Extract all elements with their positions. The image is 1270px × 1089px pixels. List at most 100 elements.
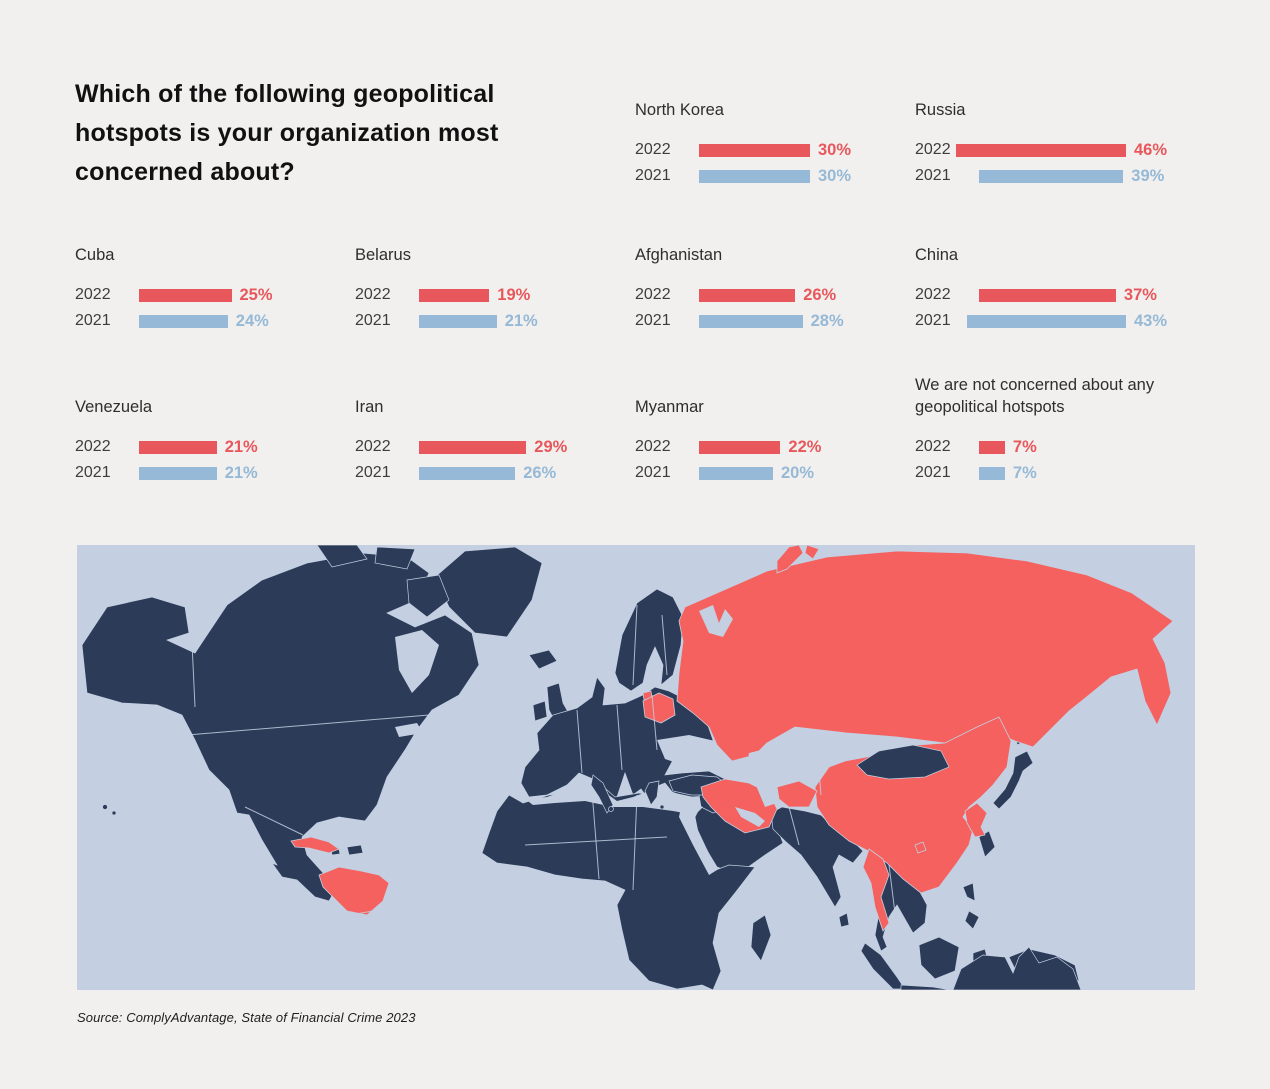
map-persian-gulf <box>735 807 765 827</box>
map-island-japan <box>992 750 1034 810</box>
year-label-2022: 2022 <box>915 438 951 455</box>
map-island-philippines <box>962 882 976 902</box>
bar-2022 <box>979 440 1005 454</box>
country-label: Belarus <box>355 246 411 264</box>
bar-2022 <box>699 143 810 157</box>
map-landmass-australia <box>952 946 1082 990</box>
bar-row-2021: 2021 39% <box>915 163 1167 189</box>
map-great-lakes <box>395 723 423 737</box>
bar-row-2022: 2022 7% <box>915 434 1167 460</box>
year-label-2021: 2021 <box>355 312 391 329</box>
map-island-java <box>900 984 952 990</box>
bar-2021 <box>699 169 810 183</box>
bar-row-2022: 2022 37% <box>915 282 1167 308</box>
country-block-we-are-not-concerned-about-any-geopoliti: We are not concerned about any geopoliti… <box>915 372 1195 532</box>
bar-2021 <box>699 314 803 328</box>
bar-2022 <box>139 440 217 454</box>
value-label-2021: 43% <box>1133 311 1167 330</box>
country-label: We are not concerned about any geopoliti… <box>915 376 1155 416</box>
year-label-2022: 2022 <box>915 141 951 158</box>
map-country-italy <box>590 774 614 814</box>
country-block-afghanistan: Afghanistan 2022 26% 2021 28% <box>635 220 915 372</box>
value-label-2021: 30% <box>818 166 852 185</box>
country-block-russia: Russia 2022 46% 2021 39% <box>915 75 1195 220</box>
bar-2021 <box>966 314 1126 328</box>
year-label-2021: 2021 <box>915 464 951 481</box>
value-label-2022: 25% <box>239 285 273 304</box>
value-label-2022: 29% <box>534 437 568 456</box>
bar-2022 <box>979 288 1116 302</box>
map-island-sumatra <box>860 942 906 990</box>
value-label-2021: 39% <box>1131 166 1165 185</box>
bar-row-2021: 2021 30% <box>635 163 887 189</box>
country-label: North Korea <box>635 101 724 119</box>
year-label-2021: 2021 <box>75 464 111 481</box>
bar-row-2022: 2022 25% <box>75 282 327 308</box>
map-inland-waters <box>395 605 801 875</box>
map-island-baffin <box>406 574 450 618</box>
value-label-2021: 7% <box>1012 463 1037 482</box>
map-island-novaya-zemlya <box>804 545 820 560</box>
map-country-venezuela <box>318 866 390 916</box>
bar-row-2021: 2021 21% <box>75 460 327 486</box>
bar-row-2021: 2021 28% <box>635 308 887 334</box>
bar-2021 <box>139 314 228 328</box>
bar-row-2021: 2021 21% <box>355 308 607 334</box>
bar-2021 <box>979 466 1005 480</box>
value-label-2022: 21% <box>224 437 258 456</box>
bar-row-2021: 2021 24% <box>75 308 327 334</box>
country-label: Myanmar <box>635 398 704 416</box>
map-landmass-india <box>770 806 864 908</box>
country-label: Venezuela <box>75 398 153 416</box>
country-label: Afghanistan <box>635 246 723 264</box>
map-country-belarus <box>642 692 676 724</box>
value-label-2021: 21% <box>224 463 258 482</box>
map-white-sea <box>699 605 733 637</box>
map-aral-sea <box>789 752 801 766</box>
map-island-borneo <box>918 936 960 980</box>
value-label-2022: 26% <box>803 285 837 304</box>
map-island-hawaii <box>102 804 108 810</box>
map-island-hainan <box>914 841 927 854</box>
map-country-borders <box>186 604 896 918</box>
bar-row-2021: 2021 20% <box>635 460 887 486</box>
map-black-sea <box>657 735 719 767</box>
year-label-2022: 2022 <box>635 438 671 455</box>
year-label-2022: 2022 <box>75 438 111 455</box>
map-island-ireland <box>532 700 548 722</box>
world-map-svg <box>77 545 1195 990</box>
country-label: Russia <box>915 101 966 119</box>
value-label-2022: 46% <box>1133 140 1167 159</box>
map-country-mongolia <box>856 744 950 780</box>
bar-2022 <box>955 143 1126 157</box>
bar-2022 <box>419 288 490 302</box>
year-label-2022: 2022 <box>635 286 671 303</box>
map-island-madagascar <box>750 914 772 962</box>
map-island-iceland <box>528 649 558 670</box>
map-country-afghanistan <box>776 780 818 808</box>
value-label-2021: 28% <box>810 311 844 330</box>
bar-2022 <box>419 440 527 454</box>
bar-row-2022: 2022 29% <box>355 434 607 460</box>
map-island-hispaniola <box>346 844 364 856</box>
year-label-2021: 2021 <box>635 464 671 481</box>
value-label-2022: 22% <box>788 437 822 456</box>
bar-2021 <box>139 466 217 480</box>
bar-row-2022: 2022 30% <box>635 137 887 163</box>
year-label-2021: 2021 <box>915 167 951 184</box>
bar-2022 <box>699 288 796 302</box>
bar-2022 <box>699 440 781 454</box>
country-block-china: China 2022 37% 2021 43% <box>915 220 1195 372</box>
year-label-2022: 2022 <box>75 286 111 303</box>
year-label-2021: 2021 <box>75 312 111 329</box>
map-island-novaya-zemlya <box>776 545 804 574</box>
value-label-2022: 37% <box>1123 285 1157 304</box>
country-block-north-korea: North Korea 2022 30% 2021 30% <box>635 75 915 220</box>
year-label-2022: 2022 <box>355 286 391 303</box>
country-block-cuba: Cuba 2022 25% 2021 24% <box>75 220 355 372</box>
source-citation: Source: ComplyAdvantage, State of Financ… <box>77 1010 416 1025</box>
map-country-north-korea <box>964 802 988 838</box>
bar-2021 <box>419 466 516 480</box>
bar-row-2022: 2022 19% <box>355 282 607 308</box>
country-label: Iran <box>355 398 384 416</box>
